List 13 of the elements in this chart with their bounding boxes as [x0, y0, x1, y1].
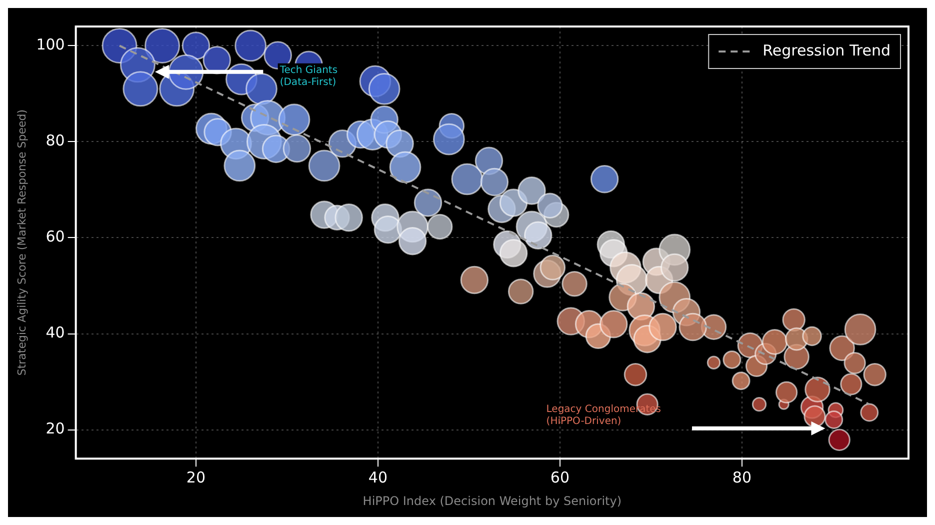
x-tick-label: 40 [368, 468, 388, 486]
x-tick-label: 20 [186, 468, 206, 486]
y-axis-title: Strategic Agility Score (Market Response Speed) [15, 109, 28, 376]
annotation: Tech Giants (Data-First) [278, 64, 338, 88]
y-tick-label: 100 [36, 36, 65, 54]
legend-label: Regression Trend [762, 41, 891, 60]
x-tick-label: 60 [550, 468, 570, 486]
y-tick-label: 80 [46, 132, 65, 150]
y-tick-label: 20 [46, 420, 65, 438]
y-tick-label: 60 [46, 228, 65, 246]
y-tick-label: 40 [46, 324, 65, 342]
x-tick-label: 80 [732, 468, 752, 486]
x-axis-title: HiPPO Index (Decision Weight by Seniority) [362, 494, 622, 508]
